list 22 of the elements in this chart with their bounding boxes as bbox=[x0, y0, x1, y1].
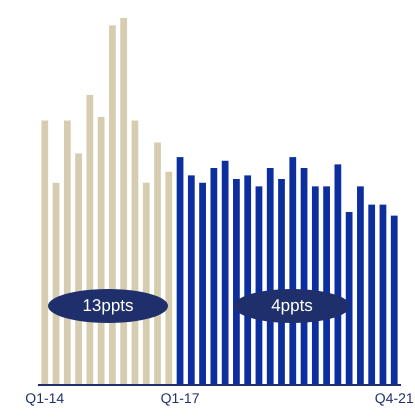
bar bbox=[165, 172, 172, 384]
annotation: 4ppts bbox=[270, 296, 314, 316]
bar bbox=[222, 160, 229, 384]
x-tick-label: Q1-17 bbox=[160, 390, 200, 406]
bar bbox=[41, 120, 48, 384]
bar bbox=[188, 175, 195, 384]
bar bbox=[334, 164, 342, 384]
bar bbox=[132, 120, 138, 384]
bar bbox=[210, 168, 218, 384]
x-tick-label: Q4-21 bbox=[374, 390, 414, 406]
bar bbox=[346, 212, 353, 384]
bar bbox=[368, 204, 376, 384]
bar bbox=[52, 182, 60, 384]
x-tick-label: Q1-14 bbox=[25, 390, 64, 406]
bar bbox=[390, 216, 398, 384]
bar bbox=[176, 157, 184, 384]
bar bbox=[233, 179, 240, 384]
bar bbox=[199, 182, 206, 384]
annotation: 13ppts bbox=[81, 296, 135, 316]
bar bbox=[357, 186, 364, 384]
bar bbox=[154, 142, 161, 384]
bar bbox=[380, 204, 386, 384]
